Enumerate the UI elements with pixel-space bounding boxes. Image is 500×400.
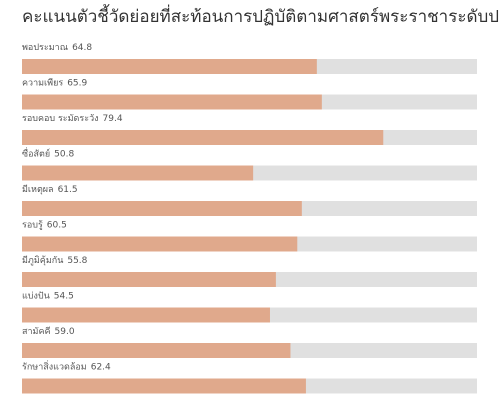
- category-label: รอบรู้: [22, 220, 43, 231]
- bar: [22, 236, 298, 252]
- chart-title: คะแนนตัวชี้วัดย่อยที่สะท้อนการปฏิบัติตาม…: [22, 4, 500, 27]
- value-label: 62.4: [91, 363, 111, 373]
- bar-label: ความเพียร 65.9: [22, 78, 88, 89]
- bar-label: รอบคอบ ระมัดระวัง 79.4: [22, 114, 123, 124]
- value-label: 65.9: [67, 79, 87, 89]
- bar: [22, 59, 317, 74]
- bar: [22, 272, 276, 287]
- category-label: สามัคคี: [22, 326, 51, 337]
- value-label: 55.8: [67, 256, 87, 266]
- bar-label: รอบรู้ 60.5: [22, 220, 67, 231]
- category-label: แบ่งปัน: [22, 292, 50, 302]
- category-label: ความเพียร: [22, 78, 63, 89]
- bar-label: แบ่งปัน 54.5: [22, 292, 74, 302]
- bar-label: มีภูมิคุ้มกัน 55.8: [22, 255, 88, 266]
- bar: [22, 165, 254, 181]
- bar: [22, 201, 302, 216]
- bar-label: พอประมาณ 64.8: [22, 43, 92, 53]
- value-label: 59.0: [55, 327, 75, 337]
- bar: [22, 378, 306, 394]
- bar-label: มีเหตุผล 61.5: [22, 184, 78, 195]
- value-label: 60.5: [47, 221, 67, 231]
- category-label: พอประมาณ: [22, 43, 68, 53]
- category-label: มีภูมิคุ้มกัน: [22, 255, 63, 266]
- category-label: รอบคอบ ระมัดระวัง: [22, 114, 99, 124]
- value-label: 54.5: [54, 292, 74, 302]
- value-label: 61.5: [58, 185, 78, 195]
- bar-label: ซื่อสัตย์ 50.8: [22, 147, 74, 160]
- bar-label: สามัคคี 59.0: [22, 326, 75, 337]
- value-label: 79.4: [103, 114, 123, 124]
- bar: [22, 343, 291, 358]
- bar: [22, 130, 384, 145]
- value-label: 64.8: [72, 43, 92, 53]
- bar: [22, 307, 270, 323]
- category-label: ซื่อสัตย์: [22, 147, 50, 160]
- bar: [22, 94, 322, 110]
- value-label: 50.8: [54, 150, 74, 160]
- category-label: มีเหตุผล: [22, 184, 54, 195]
- category-label: รักษาสิ่งแวดล้อม: [22, 360, 87, 373]
- bar-label: รักษาสิ่งแวดล้อม 62.4: [22, 360, 111, 373]
